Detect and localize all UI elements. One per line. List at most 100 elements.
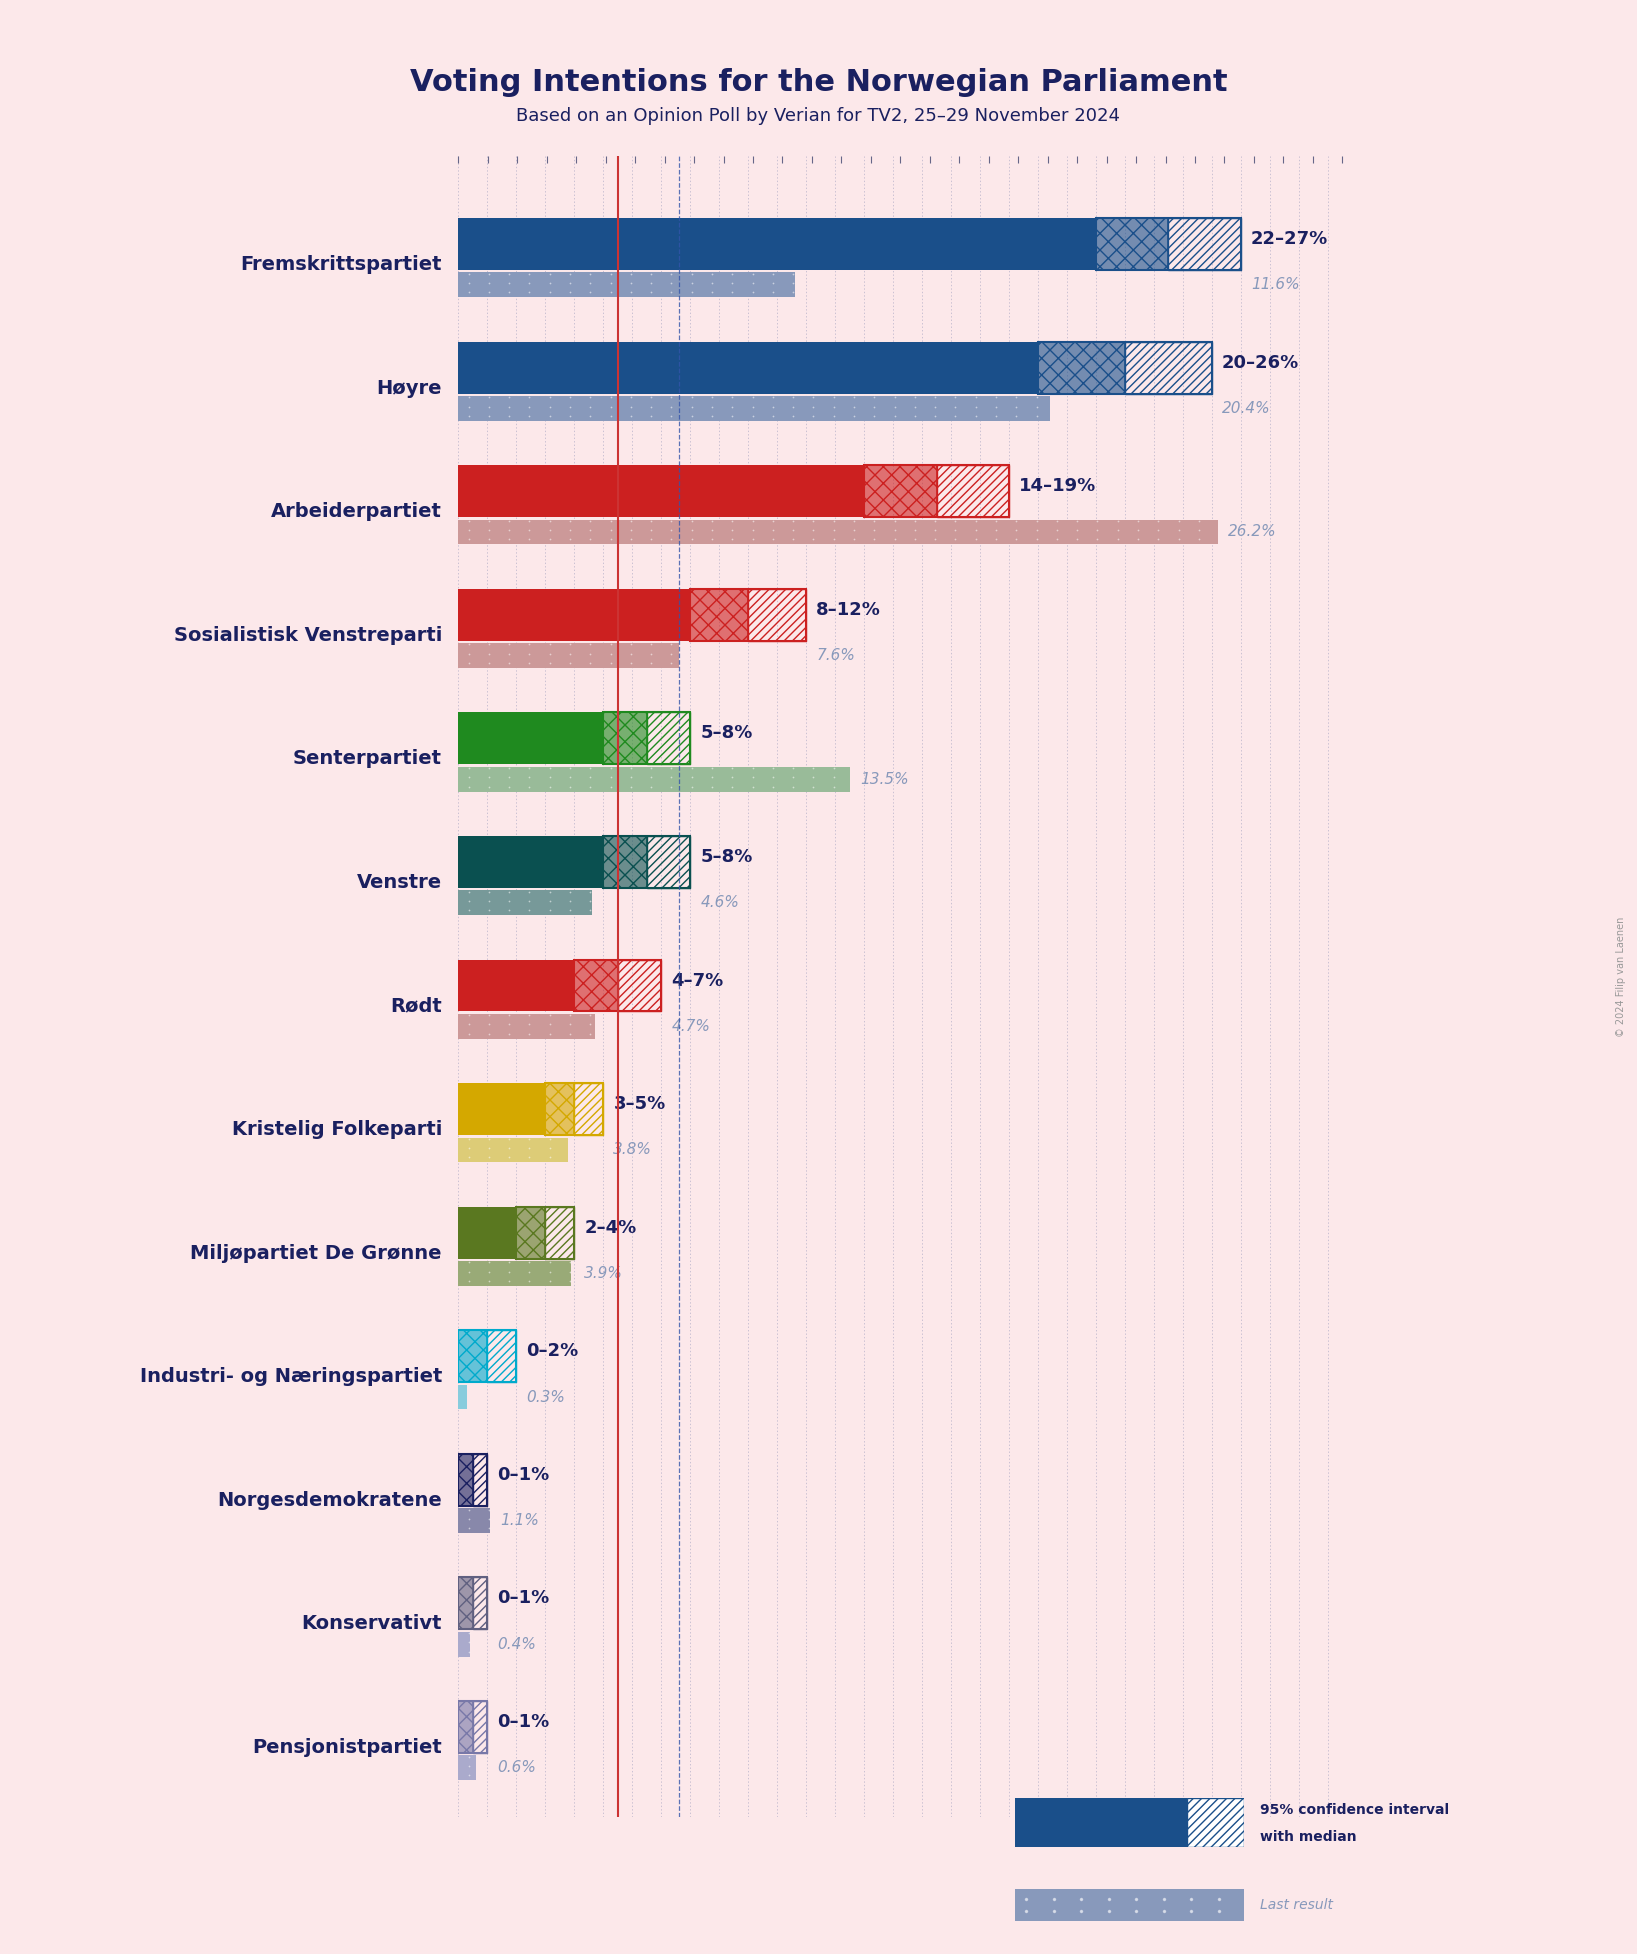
Bar xyxy=(647,713,691,764)
Text: 4–7%: 4–7% xyxy=(671,971,724,989)
Text: 20–26%: 20–26% xyxy=(1223,354,1300,371)
Bar xyxy=(545,1208,575,1258)
Text: 95% confidence interval: 95% confidence interval xyxy=(1260,1804,1450,1817)
Text: 0–1%: 0–1% xyxy=(498,1466,550,1483)
Text: 3.9%: 3.9% xyxy=(584,1266,624,1282)
Text: Industri- og Næringspartiet: Industri- og Næringspartiet xyxy=(139,1368,442,1385)
Text: 5–8%: 5–8% xyxy=(701,848,753,866)
Bar xyxy=(691,588,748,641)
Text: 0.6%: 0.6% xyxy=(498,1761,537,1776)
Bar xyxy=(458,219,1097,270)
Bar xyxy=(458,1331,488,1381)
Text: 13.5%: 13.5% xyxy=(859,772,909,787)
Text: 14–19%: 14–19% xyxy=(1020,477,1097,494)
Text: 0–1%: 0–1% xyxy=(498,1714,550,1731)
Bar xyxy=(864,465,936,518)
Bar xyxy=(545,1083,575,1135)
Bar xyxy=(748,588,805,641)
Text: 3–5%: 3–5% xyxy=(614,1094,666,1114)
Bar xyxy=(473,1577,488,1630)
Bar xyxy=(604,713,647,764)
Bar xyxy=(864,465,1008,518)
Bar xyxy=(545,1083,604,1135)
Bar xyxy=(1038,342,1211,393)
Bar xyxy=(458,588,691,641)
Text: Venstre: Venstre xyxy=(357,873,442,891)
Bar xyxy=(458,1632,470,1657)
Bar xyxy=(1097,219,1241,270)
Bar xyxy=(458,1014,594,1040)
Bar xyxy=(516,1208,545,1258)
Text: Kristelig Folkeparti: Kristelig Folkeparti xyxy=(231,1120,442,1139)
Bar xyxy=(1169,219,1241,270)
Bar xyxy=(458,1702,473,1753)
Bar xyxy=(458,397,1049,420)
Text: with median: with median xyxy=(1260,1829,1357,1845)
Text: Based on an Opinion Poll by Verian for TV2, 25–29 November 2024: Based on an Opinion Poll by Verian for T… xyxy=(517,107,1120,125)
Text: Høyre: Høyre xyxy=(377,379,442,397)
Bar xyxy=(488,1331,516,1381)
Bar xyxy=(458,1508,489,1534)
Bar xyxy=(545,1208,575,1258)
Bar xyxy=(458,766,850,791)
Bar xyxy=(1097,219,1169,270)
Text: 0.3%: 0.3% xyxy=(527,1389,565,1405)
Bar xyxy=(1125,342,1211,393)
Bar xyxy=(458,1577,473,1630)
Bar xyxy=(1125,342,1211,393)
Bar xyxy=(575,959,617,1012)
Bar xyxy=(473,1454,488,1507)
Bar xyxy=(458,1454,488,1507)
Text: 3.8%: 3.8% xyxy=(614,1143,652,1157)
Bar xyxy=(617,959,661,1012)
Text: Voting Intentions for the Norwegian Parliament: Voting Intentions for the Norwegian Parl… xyxy=(409,68,1228,98)
Bar xyxy=(647,836,691,887)
Text: Rødt: Rødt xyxy=(390,997,442,1016)
Text: Last result: Last result xyxy=(1260,1897,1334,1911)
Bar xyxy=(936,465,1008,518)
Bar xyxy=(458,1454,473,1507)
Bar xyxy=(936,465,1008,518)
Text: Fremskrittspartiet: Fremskrittspartiet xyxy=(241,254,442,274)
Text: 5–8%: 5–8% xyxy=(701,725,753,743)
Bar xyxy=(1038,342,1125,393)
Bar xyxy=(458,891,591,914)
Text: 26.2%: 26.2% xyxy=(1228,524,1277,539)
Bar xyxy=(575,959,617,1012)
Text: Senterpartiet: Senterpartiet xyxy=(293,748,442,768)
Bar xyxy=(545,1083,575,1135)
Text: Konservativt: Konservativt xyxy=(301,1614,442,1634)
Bar xyxy=(691,588,748,641)
Bar xyxy=(458,1577,473,1630)
Bar xyxy=(604,836,647,887)
Text: 2–4%: 2–4% xyxy=(584,1219,637,1237)
Bar xyxy=(604,713,691,764)
Bar xyxy=(458,1385,467,1409)
Text: Pensjonistpartiet: Pensjonistpartiet xyxy=(252,1737,442,1757)
Text: 0.4%: 0.4% xyxy=(498,1637,537,1651)
Bar xyxy=(458,836,604,887)
Bar xyxy=(473,1702,488,1753)
Bar xyxy=(458,1702,488,1753)
Bar xyxy=(691,588,805,641)
Bar xyxy=(604,836,647,887)
Text: 0–1%: 0–1% xyxy=(498,1589,550,1608)
Bar xyxy=(647,713,691,764)
Bar xyxy=(473,1454,488,1507)
Text: Miljøpartiet De Grønne: Miljøpartiet De Grønne xyxy=(190,1243,442,1262)
Bar xyxy=(516,1208,545,1258)
Bar xyxy=(473,1702,488,1753)
Bar xyxy=(458,713,604,764)
Bar xyxy=(864,465,936,518)
Text: Sosialistisk Venstreparti: Sosialistisk Venstreparti xyxy=(174,625,442,645)
Text: 4.7%: 4.7% xyxy=(671,1018,710,1034)
Bar xyxy=(458,465,864,518)
Bar xyxy=(458,1577,488,1630)
Bar xyxy=(458,272,794,297)
Bar xyxy=(458,1331,488,1381)
Bar xyxy=(458,1083,545,1135)
Bar xyxy=(1038,342,1125,393)
Bar xyxy=(458,342,1038,393)
Bar xyxy=(473,1577,488,1630)
Bar xyxy=(575,1083,604,1135)
